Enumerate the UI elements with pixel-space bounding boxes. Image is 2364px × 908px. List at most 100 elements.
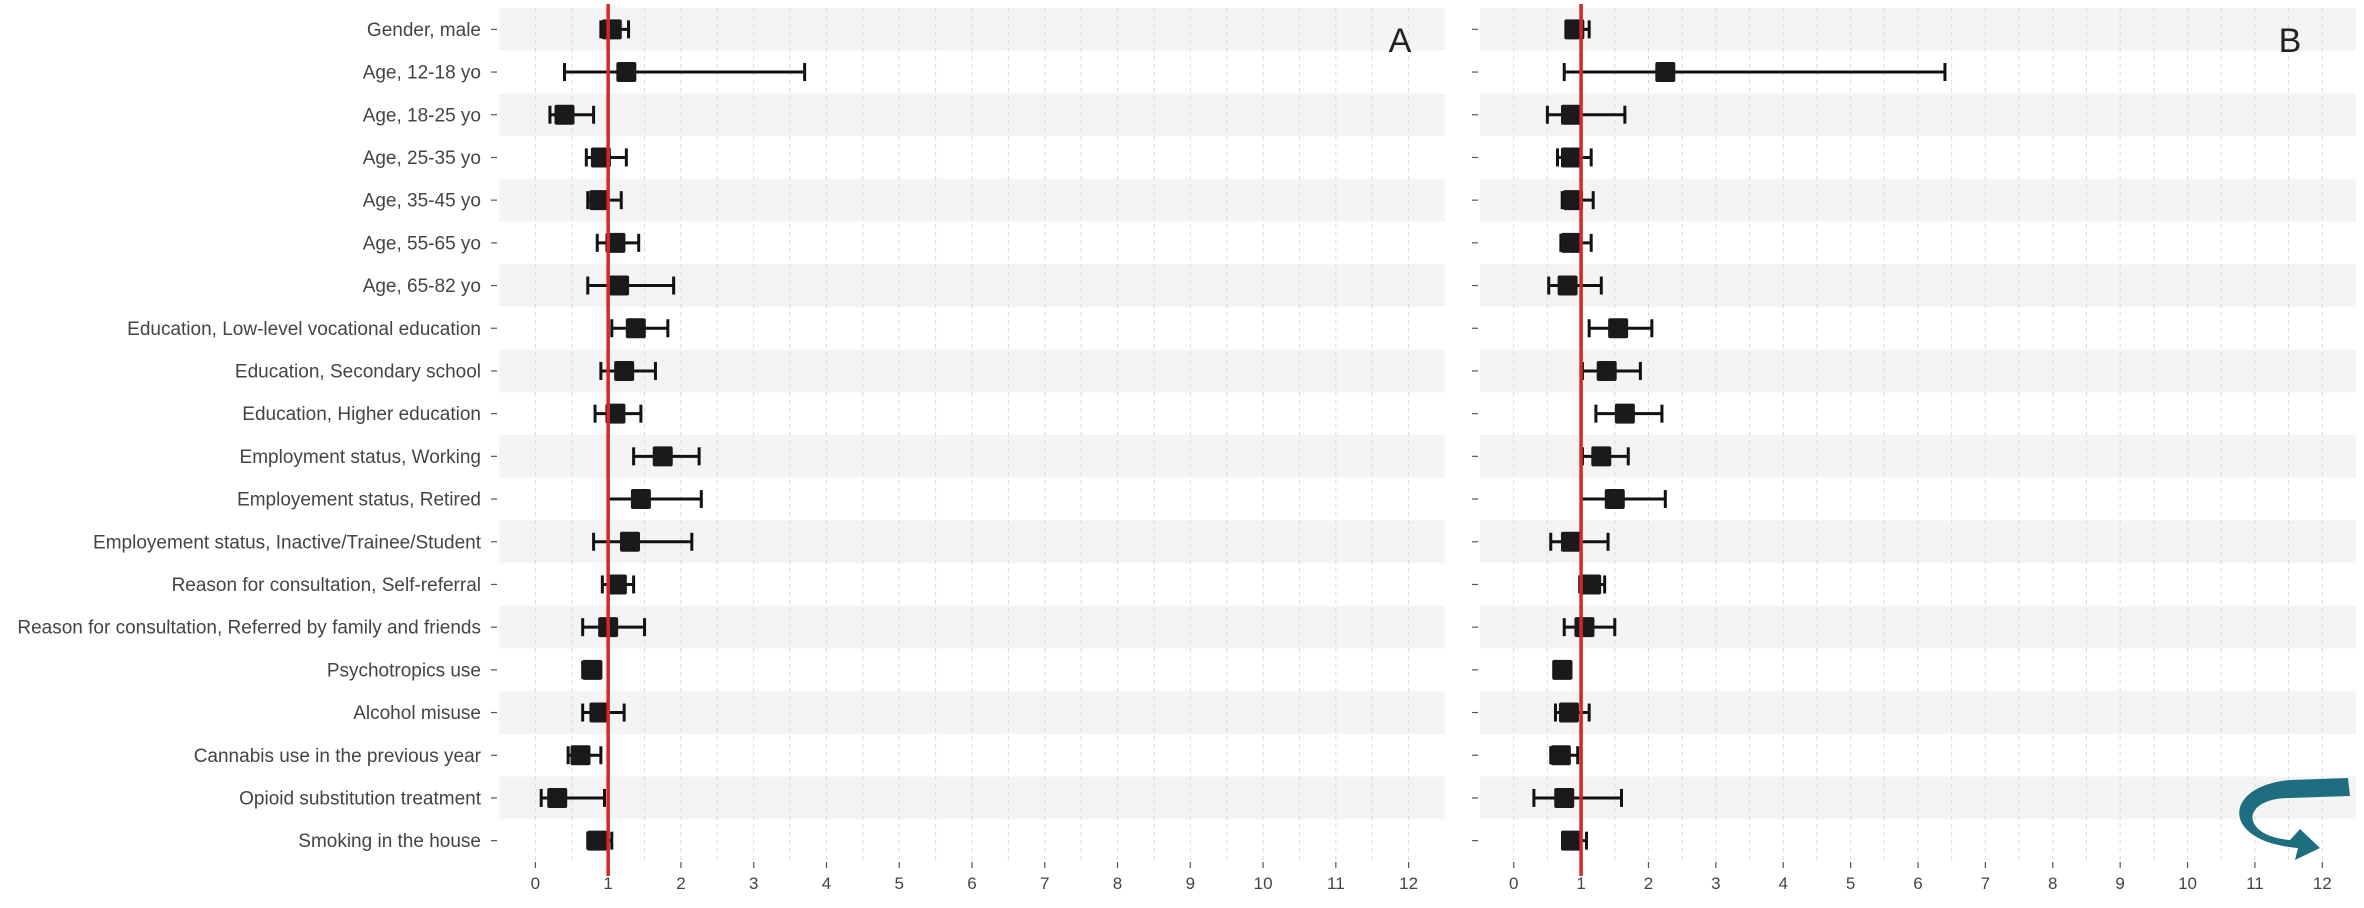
x-tick-label: 1 [603,874,612,893]
row-band [499,8,1445,51]
category-label: Employement status, Inactive/Trainee/Stu… [93,532,482,553]
estimate-marker [630,489,651,510]
category-label: Age, 12-18 yo [363,63,481,84]
category-label: Smoking in the house [298,831,481,852]
estimate-marker [601,19,622,40]
x-tick-label: 7 [1981,874,1990,893]
x-tick-label: 4 [822,874,831,893]
error-bar [562,63,807,82]
category-label: Reason for consultation, Self-referral [172,575,481,596]
estimate-marker [606,574,627,595]
category-label: Alcohol misuse [353,703,481,724]
estimate-marker [1591,446,1612,467]
category-label: Cannabis use in the previous year [194,746,482,767]
category-label: Age, 18-25 yo [363,105,481,126]
x-tick-label: 10 [2178,874,2197,893]
category-label: Psychotropics use [327,660,481,681]
estimate-marker [1574,617,1595,638]
estimate-marker [1560,147,1581,168]
estimate-marker [1552,659,1573,680]
x-tick-label: 1 [1576,874,1585,893]
estimate-marker [1614,403,1635,424]
x-tick-label: 3 [1711,874,1720,893]
estimate-marker [587,830,608,851]
x-tick-label: 4 [1778,874,1787,893]
category-label: Age, 35-45 yo [363,191,481,212]
category-label: Reason for consultation, Referred by fam… [17,618,481,639]
estimate-marker [1557,275,1578,296]
estimate-marker [1560,232,1581,253]
row-band [1480,520,2356,564]
category-label: Education, Low-level vocational educatio… [127,319,481,340]
estimate-marker [589,702,610,723]
category-label: Employement status, Retired [237,490,481,511]
error-bar [1532,788,1624,807]
x-tick-label: 5 [894,874,903,893]
x-tick-label: 6 [967,874,976,893]
estimate-marker [619,531,640,552]
estimate-marker [1596,360,1617,381]
estimate-marker [1560,104,1581,125]
estimate-marker [1655,62,1676,83]
x-tick-label: 3 [749,874,758,893]
estimate-marker [1560,830,1581,851]
x-tick-label: 10 [1254,874,1273,893]
estimate-marker [1604,489,1625,510]
x-tick-label: 2 [676,874,685,893]
estimate-marker [605,232,626,253]
row-band [499,776,1445,820]
x-tick-label: 6 [1913,874,1922,893]
estimate-marker [1608,318,1629,339]
x-tick-label: 5 [1846,874,1855,893]
x-tick-label: 11 [2246,874,2264,893]
estimate-marker [589,190,610,211]
curved-arrow-icon [2239,778,2350,860]
panel-b: 0 1 2 3 4 5 6 7 8 9 10 11 12B [1472,4,2356,893]
estimate-marker [1562,190,1583,211]
estimate-marker [1558,702,1579,723]
panel-label: B [2279,22,2302,60]
x-tick-label: 7 [1040,874,1049,893]
estimate-marker [1550,745,1571,766]
x-tick-label: 8 [2048,874,2057,893]
estimate-marker [625,318,646,339]
x-tick-label: 12 [1399,874,1418,893]
category-label: Age, 65-82 yo [363,276,481,297]
error-bar [586,276,676,295]
error-bar [606,490,703,509]
estimate-marker [1554,787,1575,808]
estimate-marker [570,745,591,766]
row-band [1480,264,2356,307]
x-tick-label: 12 [2313,874,2332,893]
x-tick-label: 2 [1644,874,1653,893]
estimate-marker [590,147,611,168]
panel-label: A [1389,22,1412,60]
x-tick-label: 11 [1327,874,1345,893]
estimate-marker [554,104,575,125]
category-label: Opioid substitution treatment [239,788,482,809]
estimate-marker [605,403,626,424]
category-label: Age, 25-35 yo [363,148,481,169]
row-band [1480,8,2356,51]
category-label: Education, Higher education [242,404,481,425]
estimate-marker [616,62,637,83]
estimate-marker [652,446,673,467]
x-tick-label: 0 [531,874,540,893]
estimate-marker [614,360,635,381]
x-tick-label: 8 [1113,874,1122,893]
category-label: Employment status, Working [240,447,481,468]
estimate-marker [547,787,568,808]
x-tick-label: 0 [1509,874,1518,893]
category-label: Age, 55-65 yo [363,233,481,254]
estimate-marker [609,275,630,296]
estimate-marker [1581,574,1602,595]
error-bar [1562,63,1947,82]
x-tick-label: 9 [1186,874,1195,893]
row-band [1480,776,2356,820]
category-label: Education, Secondary school [235,361,481,382]
category-label: Gender, male [367,20,481,41]
estimate-marker [582,659,603,680]
x-tick-label: 9 [2115,874,2124,893]
